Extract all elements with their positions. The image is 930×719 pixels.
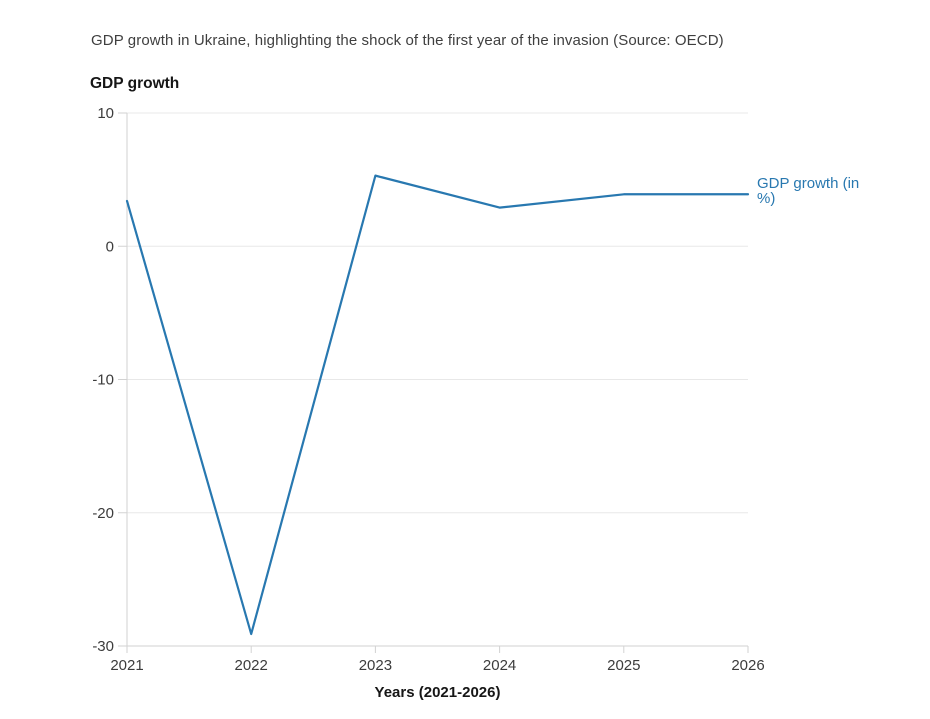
x-tick-label: 2025 <box>607 657 640 674</box>
chart-title: GDP growth in Ukraine, highlighting the … <box>91 32 724 49</box>
y-tick-label: -30 <box>92 638 114 655</box>
x-tick-label: 2026 <box>731 657 764 674</box>
series-legend-label: GDP growth (in %) <box>757 175 860 207</box>
y-tick-label: 10 <box>97 105 114 122</box>
x-axis-title: Years (2021-2026) <box>374 684 501 701</box>
y-tick-label: -20 <box>92 505 114 522</box>
y-tick-label: -10 <box>92 372 114 389</box>
gdp-growth-line <box>125 174 750 636</box>
x-tick-label: 2024 <box>483 657 516 674</box>
y-axis-title: GDP growth <box>90 75 180 92</box>
y-tick-label: 0 <box>106 238 114 255</box>
x-tick-label: 2023 <box>359 657 392 674</box>
x-tick-label: 2021 <box>110 657 143 674</box>
x-tick-label: 2022 <box>235 657 268 674</box>
